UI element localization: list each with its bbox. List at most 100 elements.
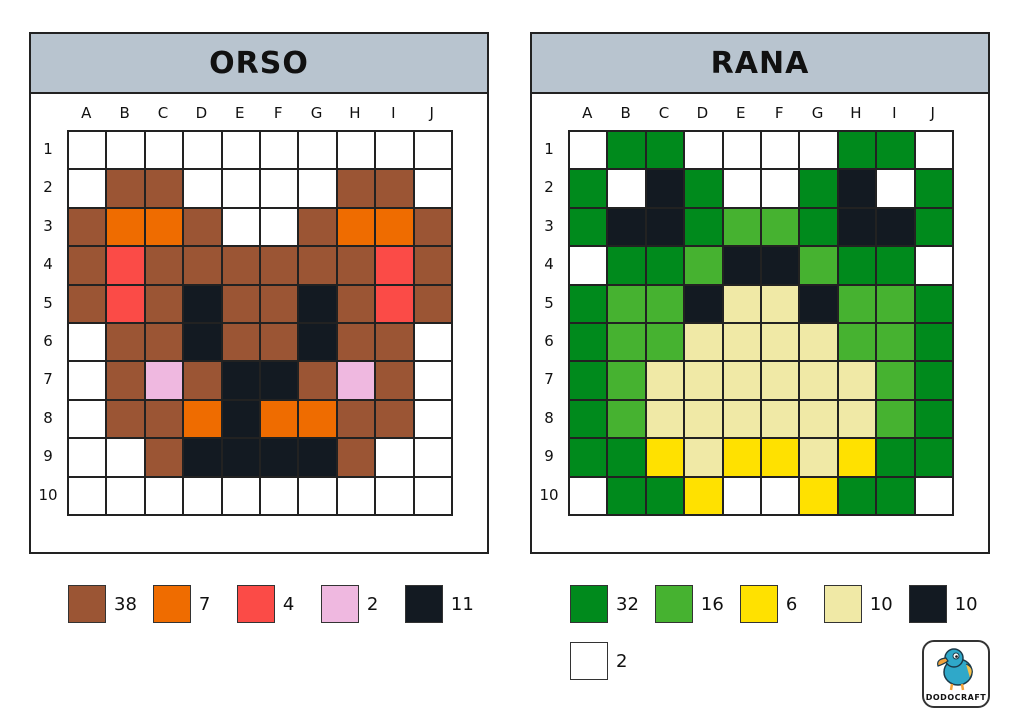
grid-cell[interactable]	[183, 207, 222, 247]
grid-cell[interactable]	[760, 322, 800, 362]
grid-cell[interactable]	[799, 438, 838, 477]
grid-cell[interactable]	[684, 169, 723, 208]
grid-cell[interactable]	[607, 399, 646, 439]
grid-cell[interactable]	[221, 169, 260, 208]
grid-cell[interactable]	[914, 399, 953, 439]
grid-cell[interactable]	[259, 207, 299, 247]
grid-cell[interactable]	[375, 361, 414, 400]
grid-cell[interactable]	[607, 131, 646, 170]
grid-cell[interactable]	[607, 246, 646, 285]
grid-cell[interactable]	[876, 476, 915, 515]
grid-cell[interactable]	[799, 322, 838, 362]
grid-cell[interactable]	[569, 476, 608, 515]
grid-cell[interactable]	[645, 361, 685, 400]
grid-cell[interactable]	[298, 169, 337, 208]
grid-cell[interactable]	[799, 169, 838, 208]
grid-cell[interactable]	[68, 284, 107, 323]
grid-cell[interactable]	[569, 438, 608, 477]
grid-cell[interactable]	[375, 322, 414, 362]
grid-cell[interactable]	[569, 361, 608, 400]
grid-cell[interactable]	[722, 438, 761, 477]
grid-cell[interactable]	[259, 169, 299, 208]
grid-cell[interactable]	[336, 284, 376, 323]
grid-cell[interactable]	[569, 399, 608, 439]
grid-cell[interactable]	[375, 131, 414, 170]
grid-cell[interactable]	[144, 207, 184, 247]
grid-cell[interactable]	[837, 322, 877, 362]
grid-cell[interactable]	[413, 399, 452, 439]
grid-cell[interactable]	[183, 284, 222, 323]
grid-cell[interactable]	[413, 438, 452, 477]
grid-cell[interactable]	[221, 399, 260, 439]
grid-cell[interactable]	[298, 322, 337, 362]
grid-cell[interactable]	[221, 246, 260, 285]
grid-cell[interactable]	[183, 476, 222, 515]
grid-cell[interactable]	[569, 322, 608, 362]
grid-cell[interactable]	[645, 169, 685, 208]
grid-cell[interactable]	[68, 361, 107, 400]
grid-cell[interactable]	[144, 399, 184, 439]
grid-cell[interactable]	[298, 438, 337, 477]
grid-cell[interactable]	[876, 131, 915, 170]
grid-cell[interactable]	[569, 131, 608, 170]
grid-cell[interactable]	[183, 246, 222, 285]
grid-cell[interactable]	[684, 131, 723, 170]
grid-cell[interactable]	[799, 476, 838, 515]
grid-cell[interactable]	[413, 169, 452, 208]
grid-cell[interactable]	[684, 322, 723, 362]
grid-cell[interactable]	[876, 284, 915, 323]
grid-cell[interactable]	[722, 169, 761, 208]
grid-cell[interactable]	[876, 169, 915, 208]
grid-cell[interactable]	[722, 476, 761, 515]
grid-cell[interactable]	[645, 476, 685, 515]
grid-cell[interactable]	[607, 207, 646, 247]
grid-cell[interactable]	[837, 246, 877, 285]
grid-cell[interactable]	[722, 322, 761, 362]
grid-cell[interactable]	[106, 284, 145, 323]
grid-cell[interactable]	[837, 438, 877, 477]
grid-cell[interactable]	[645, 131, 685, 170]
grid-cell[interactable]	[569, 207, 608, 247]
grid-cell[interactable]	[68, 399, 107, 439]
grid-cell[interactable]	[106, 399, 145, 439]
grid-cell[interactable]	[645, 284, 685, 323]
grid-cell[interactable]	[183, 361, 222, 400]
grid-cell[interactable]	[876, 322, 915, 362]
grid-cell[interactable]	[684, 207, 723, 247]
grid-cell[interactable]	[106, 361, 145, 400]
grid-cell[interactable]	[298, 399, 337, 439]
grid-cell[interactable]	[760, 207, 800, 247]
grid-cell[interactable]	[183, 169, 222, 208]
grid-cell[interactable]	[144, 322, 184, 362]
grid-cell[interactable]	[876, 438, 915, 477]
grid-cell[interactable]	[144, 284, 184, 323]
grid-cell[interactable]	[183, 322, 222, 362]
grid-cell[interactable]	[298, 476, 337, 515]
grid-cell[interactable]	[336, 399, 376, 439]
grid-cell[interactable]	[876, 246, 915, 285]
grid-cell[interactable]	[336, 207, 376, 247]
grid-cell[interactable]	[837, 169, 877, 208]
grid-cell[interactable]	[298, 131, 337, 170]
grid-cell[interactable]	[183, 399, 222, 439]
grid-cell[interactable]	[144, 131, 184, 170]
grid-cell[interactable]	[837, 131, 877, 170]
grid-cell[interactable]	[914, 438, 953, 477]
grid-cell[interactable]	[298, 246, 337, 285]
grid-cell[interactable]	[799, 246, 838, 285]
grid-cell[interactable]	[106, 438, 145, 477]
grid-cell[interactable]	[68, 246, 107, 285]
grid-cell[interactable]	[259, 322, 299, 362]
grid-cell[interactable]	[221, 476, 260, 515]
grid-cell[interactable]	[183, 131, 222, 170]
grid-cell[interactable]	[722, 361, 761, 400]
grid-cell[interactable]	[722, 399, 761, 439]
grid-cell[interactable]	[760, 361, 800, 400]
grid-cell[interactable]	[413, 131, 452, 170]
grid-cell[interactable]	[221, 207, 260, 247]
grid-cell[interactable]	[336, 438, 376, 477]
grid-cell[interactable]	[375, 169, 414, 208]
grid-cell[interactable]	[336, 322, 376, 362]
grid-cell[interactable]	[914, 207, 953, 247]
grid-cell[interactable]	[144, 246, 184, 285]
